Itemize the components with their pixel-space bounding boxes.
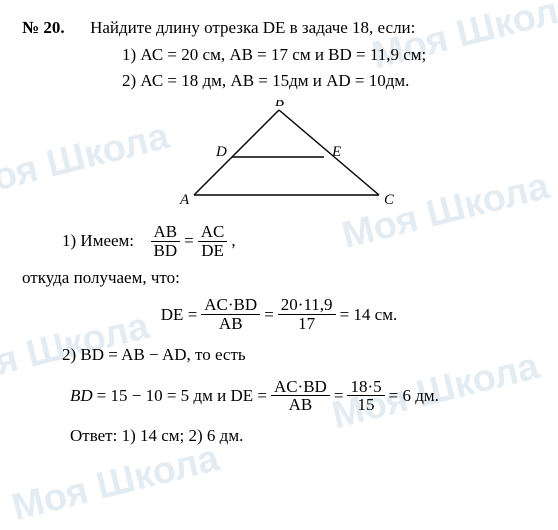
problem-header: № 20. Найдите длину отрезка DE в задаче … bbox=[22, 16, 536, 41]
bd-equation: BD = 15 − 10 = 5 дм и DE = AC·BD AB = 18… bbox=[70, 378, 536, 415]
triangle-svg: A B C D E bbox=[164, 100, 394, 210]
eq-sign: = bbox=[184, 231, 194, 251]
bd-label: BD bbox=[70, 386, 93, 406]
svg-text:A: A bbox=[179, 192, 190, 208]
svg-text:B: B bbox=[275, 100, 284, 110]
comma: , bbox=[231, 231, 235, 251]
svg-text:C: C bbox=[384, 192, 394, 208]
de-equation: DE = AC·BD AB = 20·11,9 17 = 14 см. bbox=[22, 296, 536, 333]
bd-expr: = 15 − 10 = 5 дм и DE = bbox=[97, 386, 267, 406]
step1-prefix: 1) Имеем: bbox=[62, 231, 134, 251]
problem-item-1: 1) АС = 20 см, АВ = 17 см и BD = 11,9 см… bbox=[22, 43, 536, 68]
frac-ab-bd: AB BD bbox=[151, 223, 181, 260]
frac-18x5-15: 18·5 15 bbox=[347, 378, 384, 415]
frac-acbd-ab: AC·BD AB bbox=[201, 296, 260, 333]
problem-item-2: 2) АС = 18 дм, АВ = 15дм и AD = 10дм. bbox=[22, 69, 536, 94]
step1-mid: откуда получаем, что: bbox=[22, 266, 536, 291]
eq-sign-2: = bbox=[264, 305, 274, 325]
de-result: = 14 см. bbox=[340, 305, 398, 325]
svg-text:E: E bbox=[331, 144, 341, 160]
triangle-figure: A B C D E bbox=[22, 100, 536, 215]
frac-acbd-ab-2: AC·BD AB bbox=[271, 378, 330, 415]
problem-prompt: Найдите длину отрезка DE в задаче 18, ес… bbox=[90, 18, 415, 37]
eq-sign-3: = bbox=[334, 386, 344, 406]
frac-ac-de: AC DE bbox=[198, 223, 228, 260]
problem-number: № 20. bbox=[22, 18, 65, 37]
frac-20x119-17: 20·11,9 17 bbox=[278, 296, 336, 333]
de-label: DE = bbox=[161, 305, 198, 325]
answer: Ответ: 1) 14 см; 2) 6 дм. bbox=[22, 424, 536, 449]
step1-equation: 1) Имеем: AB BD = AC DE , bbox=[62, 223, 536, 260]
step2-result: = 6 дм. bbox=[389, 386, 439, 406]
svg-text:D: D bbox=[215, 144, 227, 160]
step2-line: 2) BD = AB − AD, то есть bbox=[22, 343, 536, 368]
